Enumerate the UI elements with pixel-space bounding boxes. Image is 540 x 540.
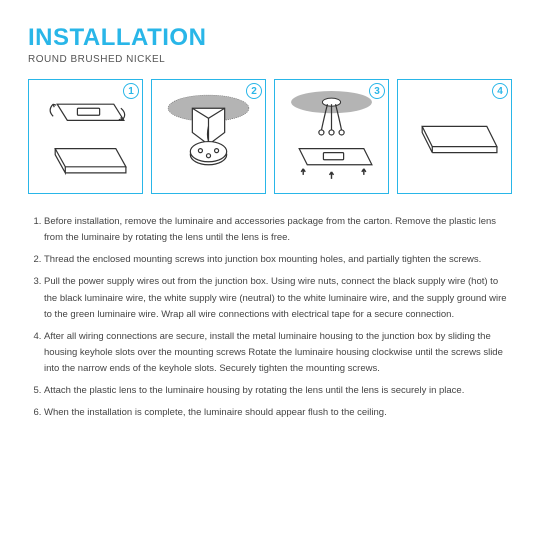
instruction-list: Before installation, remove the luminair… (28, 214, 512, 422)
step-box-2: 2 (151, 79, 266, 194)
instruction-item: When the installation is complete, the l… (44, 405, 512, 421)
instruction-item: Before installation, remove the luminair… (44, 214, 512, 246)
step-2-illustration (158, 86, 259, 187)
instruction-item: Attach the plastic lens to the luminaire… (44, 383, 512, 399)
step-box-4: 4 (397, 79, 512, 194)
instruction-item: Thread the enclosed mounting screws into… (44, 252, 512, 268)
step-1-illustration (35, 86, 136, 187)
instruction-item: After all wiring connections are secure,… (44, 329, 512, 377)
page-subtitle: ROUND BRUSHED NICKEL (28, 54, 512, 65)
step-3-illustration (281, 86, 382, 187)
step-box-3: 3 (274, 79, 389, 194)
step-number-badge: 4 (492, 83, 508, 99)
page-title: INSTALLATION (28, 24, 512, 52)
step-number-badge: 3 (369, 83, 385, 99)
diagram-row: 1 2 (28, 79, 512, 194)
step-number-badge: 1 (123, 83, 139, 99)
step-box-1: 1 (28, 79, 143, 194)
step-4-illustration (404, 86, 505, 187)
step-number-badge: 2 (246, 83, 262, 99)
instruction-item: Pull the power supply wires out from the… (44, 274, 512, 322)
